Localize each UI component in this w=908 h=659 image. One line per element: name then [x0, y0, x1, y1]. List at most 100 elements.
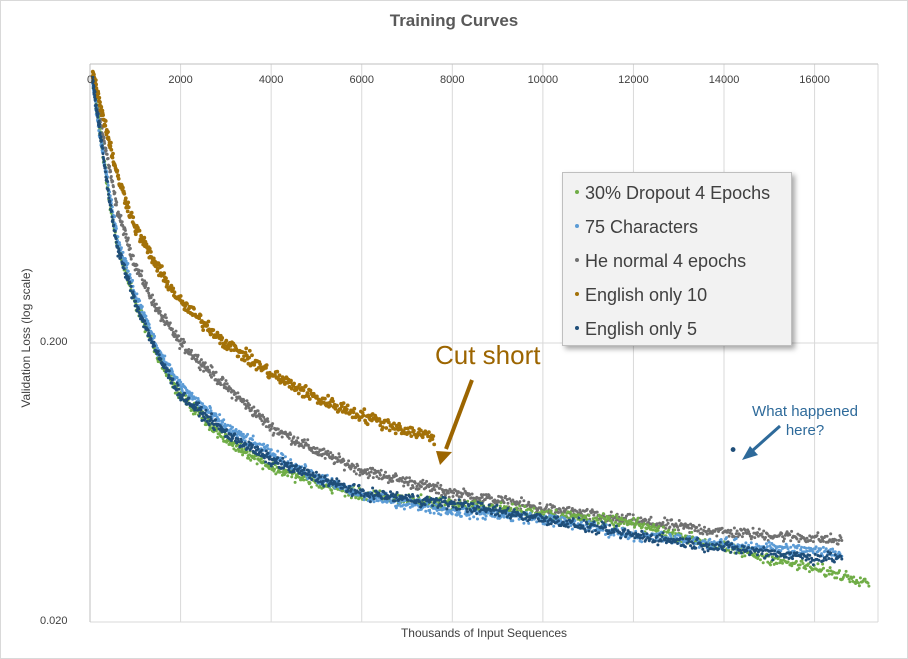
data-point	[120, 220, 124, 224]
data-point	[505, 498, 509, 501]
data-point	[244, 442, 248, 446]
data-point	[295, 463, 298, 467]
data-point	[570, 527, 574, 531]
data-point	[619, 522, 623, 526]
data-point	[107, 196, 111, 200]
data-point	[825, 554, 829, 558]
data-point	[710, 542, 714, 546]
data-point	[169, 283, 174, 288]
data-point	[242, 399, 246, 403]
data-point	[204, 408, 208, 412]
data-point	[483, 517, 487, 521]
x-tick-label: 6000	[349, 74, 374, 86]
data-point	[119, 246, 123, 250]
data-point	[749, 541, 753, 545]
data-point	[827, 572, 831, 576]
data-point	[656, 528, 660, 532]
data-point	[602, 522, 606, 525]
data-point	[420, 435, 425, 440]
data-point	[747, 546, 751, 549]
data-point	[668, 525, 672, 529]
data-point	[411, 494, 415, 498]
data-point	[351, 410, 356, 415]
data-point	[432, 442, 437, 447]
data-point	[203, 417, 207, 421]
data-point	[171, 286, 176, 291]
data-point	[639, 533, 643, 537]
data-point	[205, 323, 210, 328]
data-point	[256, 447, 260, 451]
data-point	[168, 321, 172, 325]
data-point	[667, 528, 671, 532]
data-point	[315, 446, 319, 450]
data-point	[116, 210, 120, 214]
data-point	[315, 401, 320, 405]
data-point	[612, 530, 616, 534]
data-point	[376, 499, 380, 503]
data-point	[544, 515, 548, 519]
data-point	[146, 286, 150, 290]
series-4	[91, 75, 844, 567]
data-point	[289, 378, 293, 383]
x-tick-label: 10000	[527, 74, 559, 86]
data-point	[515, 500, 519, 504]
data-point	[140, 269, 144, 273]
data-point	[240, 447, 244, 451]
data-point	[615, 516, 619, 520]
data-point	[126, 200, 131, 205]
data-point	[607, 515, 611, 519]
data-point	[504, 511, 508, 515]
data-point	[278, 380, 283, 385]
data-point	[139, 274, 143, 278]
data-point	[676, 542, 680, 545]
data-point	[446, 491, 450, 495]
data-point	[734, 532, 738, 536]
data-point	[773, 549, 776, 553]
data-point	[423, 482, 427, 485]
data-point	[234, 392, 237, 396]
data-point	[600, 515, 604, 519]
data-point	[241, 432, 245, 436]
data-point	[326, 393, 330, 398]
data-point	[326, 449, 330, 453]
data-point	[786, 547, 790, 551]
data-point	[800, 545, 804, 549]
data-point	[582, 518, 586, 522]
data-point	[695, 525, 699, 529]
data-point	[194, 396, 198, 400]
data-point	[584, 530, 588, 534]
data-point	[106, 188, 110, 192]
data-point	[651, 528, 655, 532]
data-point	[476, 517, 479, 521]
data-point	[631, 513, 635, 517]
data-point	[470, 492, 474, 496]
data-point	[807, 557, 811, 561]
data-point	[500, 496, 504, 499]
data-point	[718, 540, 722, 544]
data-point	[757, 527, 761, 531]
data-point	[140, 310, 144, 314]
data-point	[192, 403, 196, 407]
data-point	[322, 484, 326, 488]
data-point	[416, 494, 420, 498]
data-point	[334, 484, 338, 488]
data-point	[386, 481, 390, 485]
data-point	[352, 406, 357, 411]
data-point	[717, 547, 720, 551]
data-point	[110, 215, 114, 219]
data-point	[786, 560, 790, 564]
data-point	[319, 475, 323, 479]
data-point	[839, 536, 843, 540]
data-point	[571, 517, 575, 521]
data-point	[669, 534, 673, 538]
data-point	[201, 402, 204, 406]
data-point	[352, 483, 356, 486]
legend-marker-icon	[575, 224, 579, 229]
data-point	[720, 526, 724, 530]
data-point	[365, 422, 370, 427]
data-point	[178, 294, 183, 298]
data-point	[390, 476, 394, 480]
data-point	[840, 539, 844, 542]
series-3	[90, 69, 437, 447]
data-point	[116, 254, 120, 258]
